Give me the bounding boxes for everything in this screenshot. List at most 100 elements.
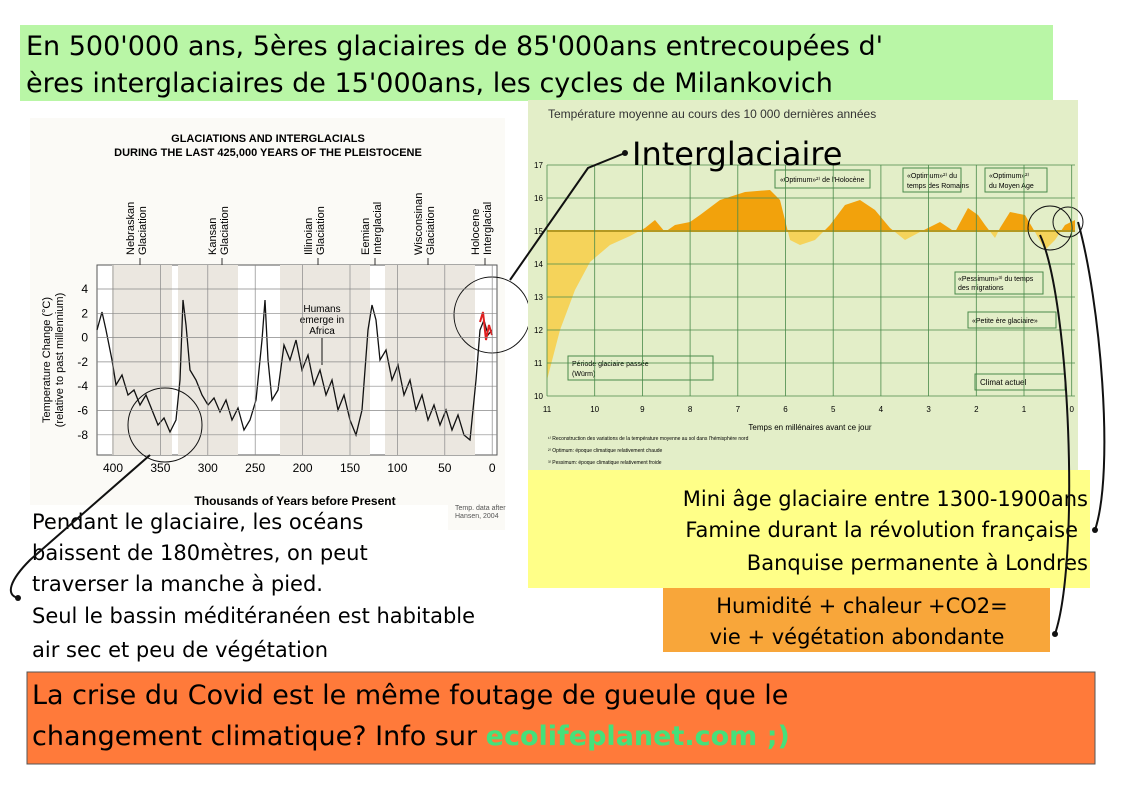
x-tick-label: 350 <box>150 461 170 475</box>
info-box <box>663 588 1050 652</box>
x-tick-label: 150 <box>340 461 360 475</box>
connector-dot <box>622 150 628 156</box>
x-tick-label: 300 <box>198 461 218 475</box>
note-line: baissent de 180mètres, on peut <box>32 541 368 565</box>
recent-curve <box>479 311 493 341</box>
y-tick-label: -8 <box>77 428 88 442</box>
period-label: Eemian <box>360 218 372 255</box>
x-tick-label: 5 <box>831 405 836 414</box>
x-tick-label: 6 <box>783 405 788 414</box>
annotation: «Petite ère glaciaire» <box>972 318 1038 325</box>
temperature-curve <box>96 299 493 442</box>
annotation: (Würm) <box>572 371 595 378</box>
x-tick-label: 50 <box>438 461 452 475</box>
x-tick-label: 11 <box>543 405 552 414</box>
y-tick-label: 2 <box>81 306 88 320</box>
y-tick-label: 4 <box>81 282 88 296</box>
note-line: Seul le bassin méditéranéen est habitabl… <box>32 604 475 628</box>
period-label: Illinoian <box>303 218 315 255</box>
y-tick-label: 12 <box>534 326 543 335</box>
x-tick-label: 3 <box>926 405 931 414</box>
y-tick-label: 0 <box>81 331 88 345</box>
warm-area <box>547 190 1075 231</box>
chart-title: GLACIATIONS AND INTERGLACIALS <box>171 133 365 145</box>
right-chart: Température moyenne au cours des 10 000 … <box>528 100 1084 470</box>
x-tick-label: 100 <box>387 461 407 475</box>
x-tick-label: 0 <box>1069 405 1074 414</box>
y-axis-label: (relative to past millennium) <box>54 293 66 428</box>
credit: Hansen, 2004 <box>455 513 499 520</box>
y-tick-label: 13 <box>534 293 543 302</box>
y-tick-label: -4 <box>77 379 88 393</box>
connector <box>1077 221 1106 531</box>
glacial-band <box>112 265 172 455</box>
interglacial-label: Interglaciaire <box>632 135 842 173</box>
y-tick-label: 11 <box>534 359 543 368</box>
x-tick-label: 1 <box>1022 405 1027 414</box>
x-tick-label: 0 <box>489 461 496 475</box>
note-line: air sec et peu de végétation <box>32 638 328 662</box>
y-tick-label: 15 <box>534 227 543 236</box>
connector-dot <box>1052 631 1058 637</box>
annotation: «Pessimum»³⁾ du temps <box>958 275 1034 283</box>
highlight-circle <box>1052 206 1084 238</box>
annotation: du Moyen Age <box>989 183 1034 190</box>
x-tick-label: 7 <box>736 405 741 414</box>
x-tick-label: 2 <box>974 405 979 414</box>
annotation-box <box>774 169 871 189</box>
period-label: Holocene <box>470 209 482 255</box>
y-tick-label: -6 <box>77 404 88 418</box>
period-label: Glaciation <box>425 206 437 255</box>
footnote: ¹⁾ Reconstruction des variations de la t… <box>548 436 749 442</box>
x-tick-label: 8 <box>688 405 693 414</box>
info-line: Humidité + chaleur +CO2= <box>716 594 1008 618</box>
info-line: Famine durant la révolution française <box>685 518 1078 542</box>
connector-dot <box>1092 527 1098 533</box>
annotation-box <box>567 355 714 381</box>
info-line: Banquise permanente à Londres <box>747 551 1088 575</box>
connector <box>1039 234 1071 635</box>
info-line: vie + végétation abondante <box>710 625 1005 649</box>
period-label: Glaciation <box>137 206 149 255</box>
y-axis-label: Temperature Change (°C) <box>41 297 53 423</box>
footer-box <box>26 671 1096 765</box>
footer-line: changement climatique? Info sur ecolifep… <box>32 721 790 752</box>
y-tick-label: -2 <box>77 355 88 369</box>
connector <box>9 454 151 599</box>
annotation: temps des Romains <box>907 183 969 190</box>
credit: Temp. data after <box>455 505 506 512</box>
glacial-band <box>280 265 370 455</box>
connector <box>509 152 626 281</box>
annotation-box <box>902 167 962 193</box>
footer-text: changement climatique? Info sur <box>32 721 486 752</box>
x-axis-label: Temps en millénaires avant ce jour <box>748 423 872 432</box>
x-tick-label: 4 <box>879 405 884 414</box>
annotation: «Optimum»²⁾ du <box>907 172 957 180</box>
x-tick-label: 10 <box>590 405 599 414</box>
highlight-circle <box>127 387 203 463</box>
period-label: Wisconsinan <box>413 193 425 255</box>
y-tick-label: 16 <box>534 194 543 203</box>
header-line: En 500'000 ans, 5ères glaciaires de 85'0… <box>26 31 883 62</box>
connector-dot <box>15 595 21 601</box>
footer-link[interactable]: ecolifeplanet.com ;) <box>486 721 790 752</box>
period-label: Glaciation <box>315 206 327 255</box>
x-tick-label: 400 <box>103 461 123 475</box>
footnote: ³⁾ Pessimum: époque climatique relativem… <box>548 460 662 466</box>
x-tick-label: 9 <box>640 405 645 414</box>
footnote: ²⁾ Optimum: époque climatique relativeme… <box>548 448 663 454</box>
annotation: des migrations <box>958 285 1004 292</box>
chart-title: DURING THE LAST 425,000 YEARS OF THE PLE… <box>114 147 422 159</box>
annotation: «Optimum»²⁾ de l'Holocène <box>780 176 864 184</box>
annotation: Période glaciaire passée <box>572 361 649 368</box>
left-chart: GLACIATIONS AND INTERGLACIALS DURING THE… <box>30 118 531 530</box>
annotation: «Optimum»²⁾ <box>989 172 1030 180</box>
header-box <box>20 25 1053 101</box>
annotation-box <box>984 167 1048 193</box>
note-line: traverser la manche à pied. <box>32 572 323 596</box>
period-label: Nebraskan <box>125 202 137 255</box>
note-line: Pendant le glaciaire, les océans <box>32 510 363 534</box>
cold-area <box>547 231 1075 380</box>
